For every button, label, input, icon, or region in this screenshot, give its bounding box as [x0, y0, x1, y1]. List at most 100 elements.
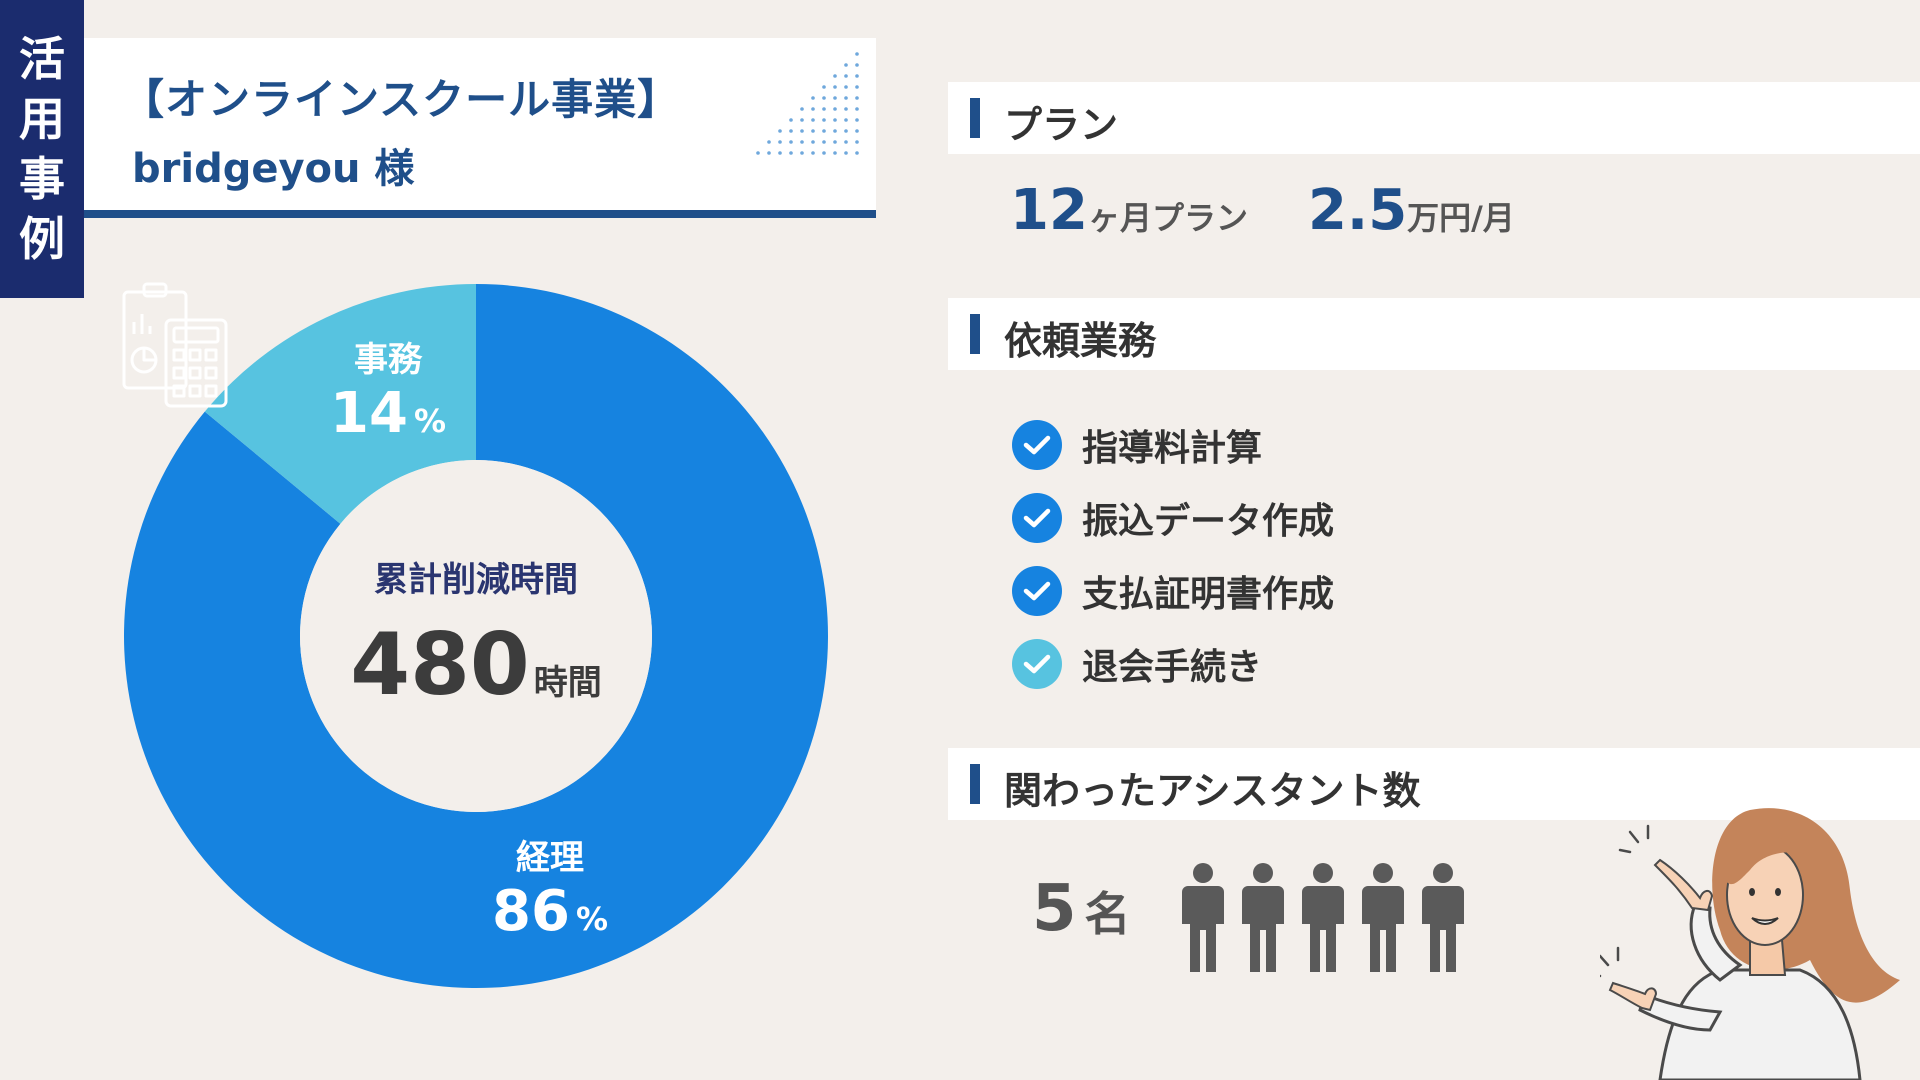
section-plan-title: プラン: [1004, 103, 1119, 147]
side-tab-char: 活: [19, 32, 65, 86]
dot: [855, 85, 859, 89]
person-icon: [1300, 862, 1346, 976]
check-circle-icon: [1012, 565, 1062, 616]
slice-pct-unit: %: [413, 402, 446, 440]
check-circle-icon: [1012, 419, 1062, 470]
side-tab: 活 用 事 例: [0, 0, 84, 298]
section-accent: [970, 764, 980, 804]
client-name: bridgeyou 様: [132, 146, 415, 192]
dot: [855, 129, 859, 133]
dot: [800, 118, 804, 122]
slice-pct: 86: [492, 879, 570, 944]
dot: [833, 74, 837, 78]
dot: [844, 107, 848, 111]
task-label: 振込データ作成: [1082, 500, 1335, 542]
dot: [822, 118, 826, 122]
dot: [756, 151, 760, 155]
dot: [822, 107, 826, 111]
donut-svg: [123, 284, 828, 988]
dot: [844, 151, 848, 155]
dot: [767, 151, 771, 155]
slice-pct: 14: [330, 381, 408, 446]
dot: [833, 118, 837, 122]
plan-details: 12ヶ月プラン 2.5万円/月: [1010, 178, 1515, 243]
task-label: 支払証明書作成: [1082, 573, 1335, 615]
task-list: 指導料計算 振込データ作成 支払証明書作成 退会手続き: [1012, 408, 1334, 700]
dot: [833, 151, 837, 155]
people-icons: [1180, 862, 1466, 976]
accounting-calculator-icon: [122, 282, 228, 408]
dot: [822, 96, 826, 100]
dot: [855, 52, 859, 56]
dot: [800, 140, 804, 144]
chart-center-title: 累計削減時間: [374, 560, 578, 600]
section-accent: [970, 98, 980, 138]
dot: [822, 85, 826, 89]
center-value-number: 480: [350, 615, 530, 715]
section-tasks: 依頼業務: [948, 298, 1920, 370]
dot: [844, 140, 848, 144]
dot: [800, 107, 804, 111]
dot: [822, 140, 826, 144]
center-value-unit: 時間: [533, 663, 602, 703]
donut-hole: [300, 460, 652, 812]
donut-slice-1: [204, 284, 476, 524]
section-tasks-title: 依頼業務: [1004, 319, 1157, 363]
section-plan: プラン: [948, 82, 1920, 154]
slice-name: 経理: [516, 838, 584, 878]
dot: [855, 96, 859, 100]
dot: [833, 85, 837, 89]
dot-pattern-icon: [756, 52, 859, 155]
dot: [833, 140, 837, 144]
dot: [855, 118, 859, 122]
dot: [778, 151, 782, 155]
dot: [855, 63, 859, 67]
plan-months: 12: [1010, 178, 1088, 243]
dot: [844, 96, 848, 100]
plan-price-unit: 万円/月: [1407, 199, 1515, 237]
dot: [844, 63, 848, 67]
dot: [822, 129, 826, 133]
dot: [789, 151, 793, 155]
dot: [811, 151, 815, 155]
section-assistants: 関わったアシスタント数: [948, 748, 1920, 820]
person-icon: [1420, 862, 1466, 976]
list-item: 指導料計算: [1012, 408, 1334, 481]
dot: [778, 129, 782, 133]
dot: [833, 96, 837, 100]
task-label: 退会手続き: [1082, 646, 1263, 688]
dot: [844, 74, 848, 78]
dot: [789, 140, 793, 144]
slice-name: 事務: [354, 340, 422, 380]
plan-months-unit: ヶ月プラン: [1087, 199, 1248, 237]
dot: [811, 140, 815, 144]
side-tab-char: 事: [19, 152, 65, 206]
section-assistants-title: 関わったアシスタント数: [1004, 769, 1421, 813]
plan-price: 2.5: [1307, 178, 1408, 243]
slice-label-jimu: 事務 14%: [288, 332, 488, 446]
side-tab-char: 用: [19, 92, 65, 146]
slice-label-keiri: 経理 86%: [450, 830, 650, 944]
section-accent: [970, 314, 980, 354]
dot: [833, 129, 837, 133]
dot: [822, 151, 826, 155]
check-circle-icon: [1012, 492, 1062, 543]
dot: [811, 107, 815, 111]
woman-pointing-illustration: [1600, 808, 1900, 1080]
donut-slice-0: [123, 284, 828, 988]
dot: [855, 107, 859, 111]
dot: [855, 140, 859, 144]
dot: [844, 118, 848, 122]
page-title: 【オンラインスクール事業】: [122, 75, 681, 124]
dot: [833, 107, 837, 111]
dot: [789, 118, 793, 122]
dot: [800, 129, 804, 133]
dot: [855, 74, 859, 78]
title-card: 【オンラインスクール事業】 bridgeyou 様: [84, 38, 876, 210]
dot: [844, 85, 848, 89]
list-item: 支払証明書作成: [1012, 554, 1334, 627]
dot: [811, 118, 815, 122]
chart-center-value: 480 時間: [120, 615, 832, 715]
person-icon: [1180, 862, 1226, 976]
dot: [811, 129, 815, 133]
